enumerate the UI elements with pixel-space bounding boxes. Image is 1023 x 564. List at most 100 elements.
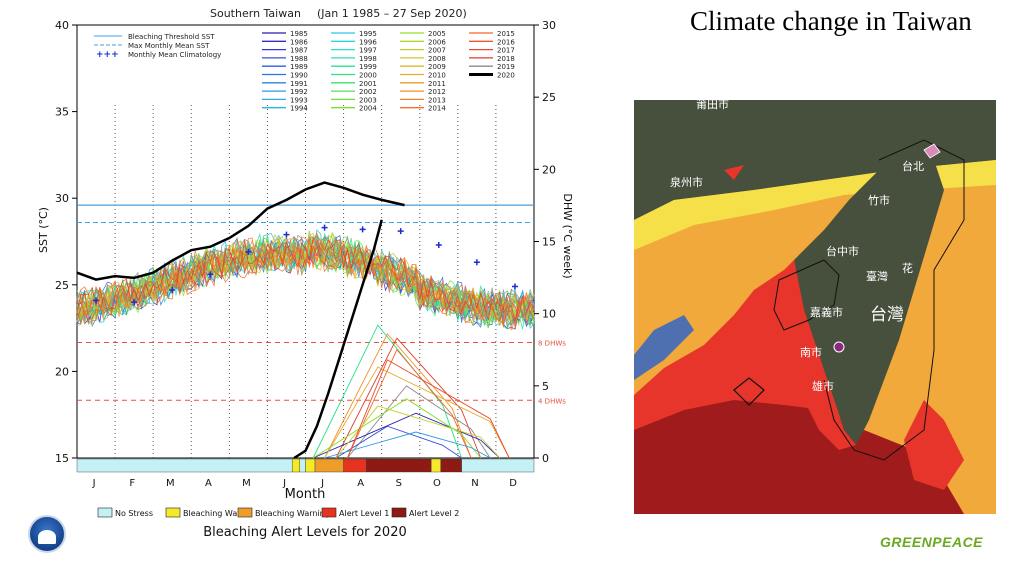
dhw-8-label: 8 DHWs: [538, 340, 566, 348]
bleaching-map: 莆田市 泉州市 台北 竹市 台中市 臺灣 花 嘉義市 台灣 南市 雄市: [634, 100, 996, 514]
legend-label: Max Monthly Mean SST: [128, 42, 210, 50]
legend-year-label: 1995: [359, 30, 377, 38]
x-tick-label: N: [471, 478, 478, 489]
alert-segment: [430, 458, 441, 473]
alert-segment: [343, 458, 367, 473]
x-tick-label: O: [433, 478, 441, 489]
alert-legend-swatch: [97, 507, 113, 518]
historical-dhw-line: [324, 431, 491, 459]
legend-year-label: 1986: [290, 38, 308, 46]
alert-bar: No Stress Bleaching Watch Bleaching Warnin…: [76, 458, 535, 518]
historical-dhw-line: [324, 366, 510, 459]
alert-segment: [305, 458, 316, 473]
legend-year-label: 2009: [428, 63, 446, 71]
alert-segment: [76, 458, 293, 473]
axes: 15 20 25 30 35 40 0 5 10 15 20 25 30 J F M A M J J A S O N D: [55, 19, 556, 489]
map-label: 泉州市: [670, 176, 703, 189]
alert-legend-label: Alert Level 1: [339, 509, 389, 518]
climatology-point: [131, 299, 138, 306]
map-label: 台中市: [826, 245, 859, 258]
legend-year-label: 1999: [359, 63, 377, 71]
y-left-tick-label: 15: [55, 452, 69, 465]
historical-sst-line: [76, 239, 535, 324]
legend-year-label: 1990: [290, 72, 308, 80]
legend-year-label: 2006: [428, 38, 446, 46]
series-2020-sst-line: [76, 181, 405, 281]
legend-label: Monthly Mean Climatology: [128, 51, 221, 59]
map-label: 台北: [902, 160, 924, 173]
legend-year-label: 2019: [497, 63, 515, 71]
legend-year-label: 1996: [359, 38, 377, 46]
historical-dhw-line: [346, 348, 472, 459]
legend-year-label: 1985: [290, 30, 308, 38]
legend-year-label: 2013: [428, 96, 446, 104]
legend-year-label: 2012: [428, 88, 446, 96]
x-tick-label: J: [320, 478, 324, 489]
climatology-point: [359, 226, 366, 233]
climatology-points: [93, 224, 518, 306]
y-right-tick-label: 15: [542, 236, 556, 249]
y-right-tick-label: 25: [542, 91, 556, 104]
historical-dhw-line: [346, 359, 510, 459]
legend-year-label: 1997: [359, 47, 377, 55]
y-left-tick-label: 25: [55, 279, 69, 292]
historical-dhw-line: [335, 425, 462, 459]
series-2020-dhw-line: [293, 219, 383, 460]
alert-legend-swatch: [237, 507, 253, 518]
alert-segment: [291, 458, 300, 473]
y-left-tick-label: 40: [55, 19, 69, 32]
legend-year-label: 2005: [428, 30, 446, 38]
legend-year-label: 2002: [359, 88, 377, 96]
alert-legend-label: Bleaching Warning: [255, 509, 330, 518]
map-label: 竹市: [868, 194, 890, 207]
legend-year-label: 2004: [359, 105, 377, 113]
legend-label: Bleaching Threshold SST: [128, 33, 215, 41]
historical-dhw-line: [312, 412, 501, 459]
legend-year-label: 2016: [497, 38, 515, 46]
legend-year-label: 2011: [428, 80, 446, 88]
greenpeace-logo: GREENPEACE: [880, 534, 984, 550]
legend-year-label: 1993: [290, 96, 308, 104]
y-right-tick-label: 30: [542, 19, 556, 32]
climatology-point: [435, 241, 442, 248]
legend-year-label: 1988: [290, 55, 308, 63]
alert-legend-swatch: [391, 507, 407, 518]
noaa-logo: [28, 515, 66, 553]
legend-year-label: 1992: [290, 88, 308, 96]
x-axis-label: Month: [285, 487, 326, 502]
map-label: 南市: [800, 346, 822, 359]
historical-dhw-line: [335, 405, 501, 459]
sst-dhw-chart: 8 DHWs 4 DHWs 15 20 25 30 35 40 0 5 10 15 20 25 30 J F M…: [37, 7, 574, 540]
y-right-axis-label: DHW (°C week): [561, 193, 574, 278]
historical-series: [76, 228, 535, 459]
x-tick-label: M: [166, 478, 175, 489]
map-label: 台灣: [870, 305, 904, 325]
climatology-point: [321, 224, 328, 231]
legend-year-label: 2015: [497, 30, 515, 38]
legend-year-label: 1991: [290, 80, 308, 88]
historical-dhw-line: [324, 333, 472, 459]
y-left-tick-label: 30: [55, 192, 69, 205]
legend-year-label: 2000: [359, 72, 377, 80]
map-label: 花: [902, 262, 913, 275]
climatology-point: [93, 297, 100, 304]
x-tick-label: S: [396, 478, 402, 489]
y-left-tick-label: 20: [55, 365, 69, 378]
x-tick-label: A: [205, 478, 212, 489]
alert-legend-swatch: [165, 507, 181, 518]
climatology-point: [207, 271, 214, 278]
y-right-tick-label: 0: [542, 452, 549, 465]
alert-segment: [366, 458, 432, 473]
chart-date-range: (Jan 1 1985 – 27 Sep 2020): [317, 7, 467, 20]
alert-segment: [314, 458, 344, 473]
map-label: 雄市: [812, 380, 834, 393]
alert-legend-label: Bleaching Watch: [183, 509, 250, 518]
dhw-4-label: 4 DHWs: [538, 397, 566, 405]
chart-title: Southern Taiwan: [210, 7, 301, 20]
legend-year-label: 1989: [290, 63, 308, 71]
historical-sst-line: [76, 235, 535, 326]
historical-sst-line: [76, 234, 535, 319]
legend-year-label: 2018: [497, 55, 515, 63]
map-label: 嘉義市: [810, 306, 843, 319]
historical-sst-line: [76, 238, 535, 330]
